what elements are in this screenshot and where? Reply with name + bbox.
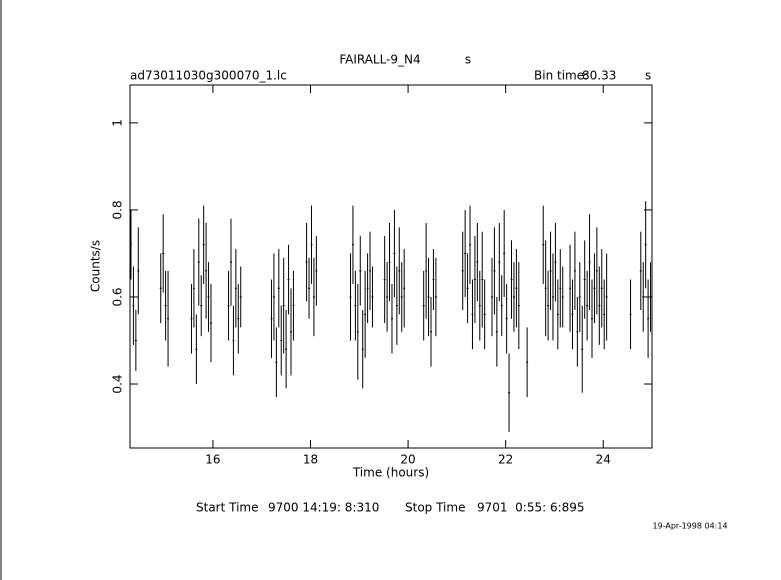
x-axis-label: Time (hours) (352, 466, 429, 480)
date-stamp: 19-Apr-1998 04:14 (652, 522, 727, 531)
y-tick-label: 0.4 (111, 374, 125, 393)
bin-time-label: Bin time: (534, 69, 588, 83)
stop-label: Stop Time (405, 501, 465, 515)
y-tick-label: 0.8 (111, 200, 125, 219)
stop-time: 9701 0:55: 6:895 (477, 501, 585, 515)
file-name: ad73011030g300070_1.lc (130, 69, 287, 83)
plot-frame (129, 84, 653, 449)
bin-time-unit: s (645, 69, 651, 83)
y-axis-label: Counts/s (89, 240, 103, 292)
start-time: 9700 14:19: 8:310 (268, 501, 379, 515)
x-tick-label: 24 (596, 453, 611, 467)
title-unit: s (465, 53, 471, 67)
x-tick-label: 18 (303, 453, 318, 467)
chart-title: FAIRALL-9_N4 (339, 53, 420, 67)
y-tick-label: 1 (111, 119, 125, 127)
x-tick-label: 22 (498, 453, 513, 467)
y-tick-label: 0.6 (111, 287, 125, 306)
bin-time: 80.33 (582, 69, 616, 83)
x-tick-label: 20 (400, 453, 415, 467)
x-tick-label: 16 (205, 453, 220, 467)
start-label: Start Time (196, 501, 259, 515)
